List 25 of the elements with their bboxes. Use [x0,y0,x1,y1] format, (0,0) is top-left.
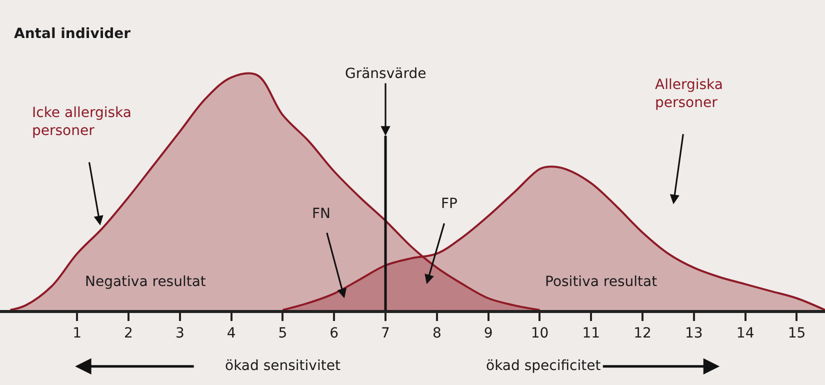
x-tick-label: 4 [226,326,236,342]
x-tick-label: 8 [432,326,442,342]
x-tick-label: 11 [582,326,600,342]
text: Icke allergiska personer [32,105,132,140]
annotation: Positiva resultat [545,274,658,290]
text: Allergiska personer [655,77,723,112]
x-tick-label: 12 [634,326,652,342]
x-tick-label: 10 [530,326,549,342]
x-tick-label: 15 [788,326,806,342]
y-axis-title: Antal individer [14,26,131,42]
text: ökad specificitet [486,358,602,374]
x-tick-label: 1 [72,326,82,342]
x-tick-label: 2 [124,326,133,342]
annotation: FP [441,196,458,212]
annotation: FN [312,206,331,222]
x-tick-label: 5 [278,326,288,342]
x-tick-label: 7 [381,326,390,342]
x-tick-label: 9 [484,326,493,342]
x-tick-label: 14 [736,326,754,342]
x-tick-label: 3 [175,326,184,342]
text: ökad sensitivitet [225,358,341,374]
annotation: Negativa resultat [85,274,206,290]
x-tick-label: 13 [685,326,703,342]
ref-line-label: Gränsvärde [345,66,426,82]
x-tick-label: 6 [330,326,339,342]
